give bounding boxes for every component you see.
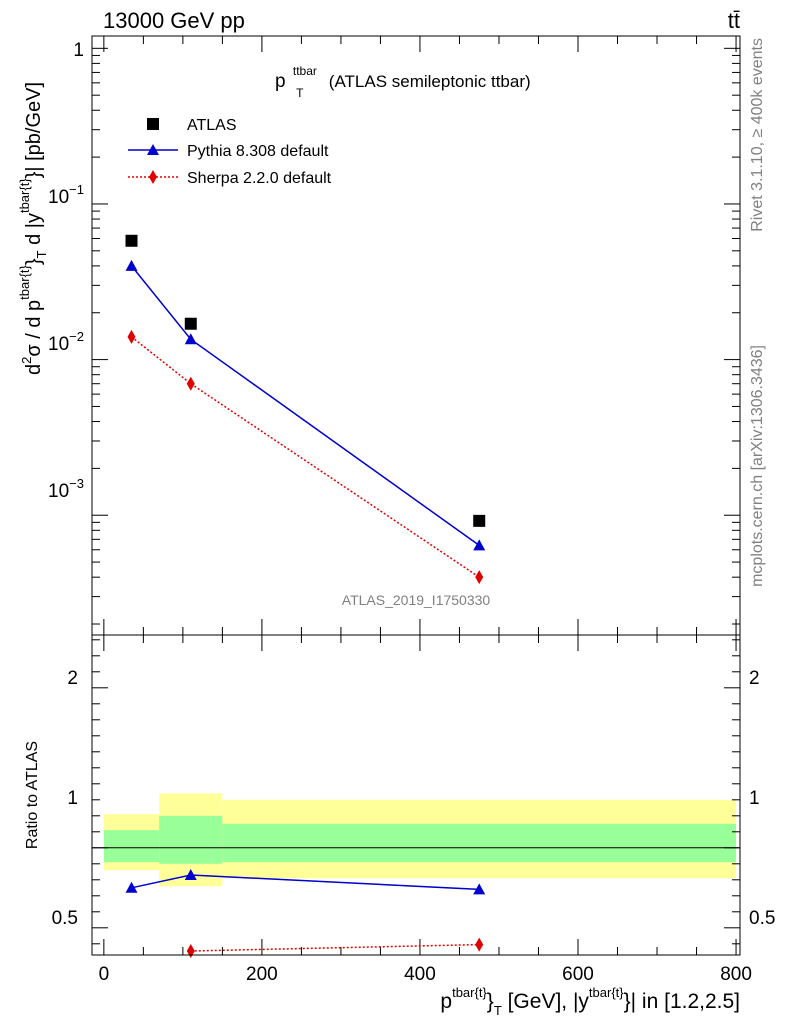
ratio-xtick-label: 0 <box>99 964 110 985</box>
ratio-ylabel: Ratio to ATLAS <box>24 741 41 849</box>
ratio-xtick-label: 600 <box>562 964 594 985</box>
ratio-ytick-label-1-right: 1 <box>749 788 760 809</box>
main-point-pythia-8-308-default <box>125 259 138 271</box>
main-ytick-label-1: 1 <box>73 40 84 61</box>
header-right: tt̄ <box>728 8 740 33</box>
main-ytick-label-0.1: 10−1 <box>48 182 84 208</box>
main-title-sub: T <box>296 86 304 100</box>
legend-sherpa-marker <box>149 170 157 184</box>
main-ytick-label-0.001: 10−3 <box>48 476 84 502</box>
ratio-point-pythia-8-308-default <box>125 881 138 893</box>
mcplots-label: mcplots.cern.ch [arXiv:1306.3436] <box>749 345 766 587</box>
ratio-xlabel: ptbar{t}}T [GeV], |ytbar{t}}| in [1.2,2.… <box>440 985 740 1018</box>
legend-atlas-label: ATLAS <box>187 117 237 134</box>
main-title-p: p <box>275 71 286 92</box>
ratio-panel: 2 1 0.5 2 1 0.5 Ratio to ATLAS 0 200 400 60… <box>24 634 775 1018</box>
main-point-pythia-8-308-default <box>473 539 486 551</box>
ratio-line-sherpa-2-2-0-default <box>190 943 480 952</box>
main-point-sherpa-2-2-0-default <box>127 329 136 344</box>
main-point-atlas <box>125 234 138 247</box>
ratio-point-sherpa-2-2-0-default <box>186 944 195 958</box>
main-point-atlas <box>473 514 486 527</box>
main-point-sherpa-2-2-0-default <box>186 376 195 391</box>
ratio-point-pythia-8-308-default <box>473 883 486 895</box>
main-point-sherpa-2-2-0-default <box>475 570 484 585</box>
main-title-rest: (ATLAS semileptonic ttbar) <box>329 72 531 91</box>
analysis-watermark: ATLAS_2019_I1750330 <box>342 592 491 608</box>
rivet-label: Rivet 3.1.10, ≥ 400k events <box>749 38 766 232</box>
main-title: p ttbar T (ATLAS semileptonic ttbar) <box>275 59 531 102</box>
ratio-point-sherpa-2-2-0-default <box>475 937 484 952</box>
ratio-point-pythia-8-308-default <box>184 869 197 880</box>
main-line-sherpa-2-2-0-default <box>131 336 480 578</box>
main-ytick-label-0.01: 10−2 <box>48 329 84 355</box>
ratio-ytick-label-0.5-right: 0.5 <box>749 908 775 929</box>
ratio-ytick-label-2-left: 2 <box>67 668 78 689</box>
ratio-band-inner <box>222 823 737 863</box>
main-ylabel: d2σ / d ptbar{t}}T d |ytbar{t}}| [pb/GeV… <box>17 82 49 375</box>
main-title-sup: ttbar <box>293 64 317 78</box>
ratio-ytick-label-1-left: 1 <box>67 788 78 809</box>
legend-sherpa-label: Sherpa 2.2.0 default <box>187 170 332 187</box>
main-line-pythia-8-308-default <box>130 265 480 547</box>
main-point-pythia-8-308-default <box>184 333 197 345</box>
ratio-band-inner <box>103 830 160 863</box>
ratio-ytick-label-0.5-left: 0.5 <box>52 908 78 929</box>
ratio-xtick-label: 800 <box>720 964 752 985</box>
legend-pythia-marker <box>147 144 159 155</box>
legend-atlas-marker <box>147 118 159 130</box>
main-panel: p ttbar T (ATLAS semileptonic ttbar) ATL… <box>17 35 741 636</box>
ratio-xtick-label: 400 <box>404 964 436 985</box>
ratio-band-inner <box>159 815 223 864</box>
header-left: 13000 GeV pp <box>103 8 245 33</box>
main-point-atlas <box>184 317 197 330</box>
ratio-frame <box>91 634 741 956</box>
legend-pythia-label: Pythia 8.308 default <box>187 143 329 160</box>
ratio-ytick-label-2-right: 2 <box>749 668 760 689</box>
ratio-xtick-label: 200 <box>246 964 278 985</box>
legend: ATLAS Pythia 8.308 default Sherpa 2.2.0 … <box>128 117 332 187</box>
